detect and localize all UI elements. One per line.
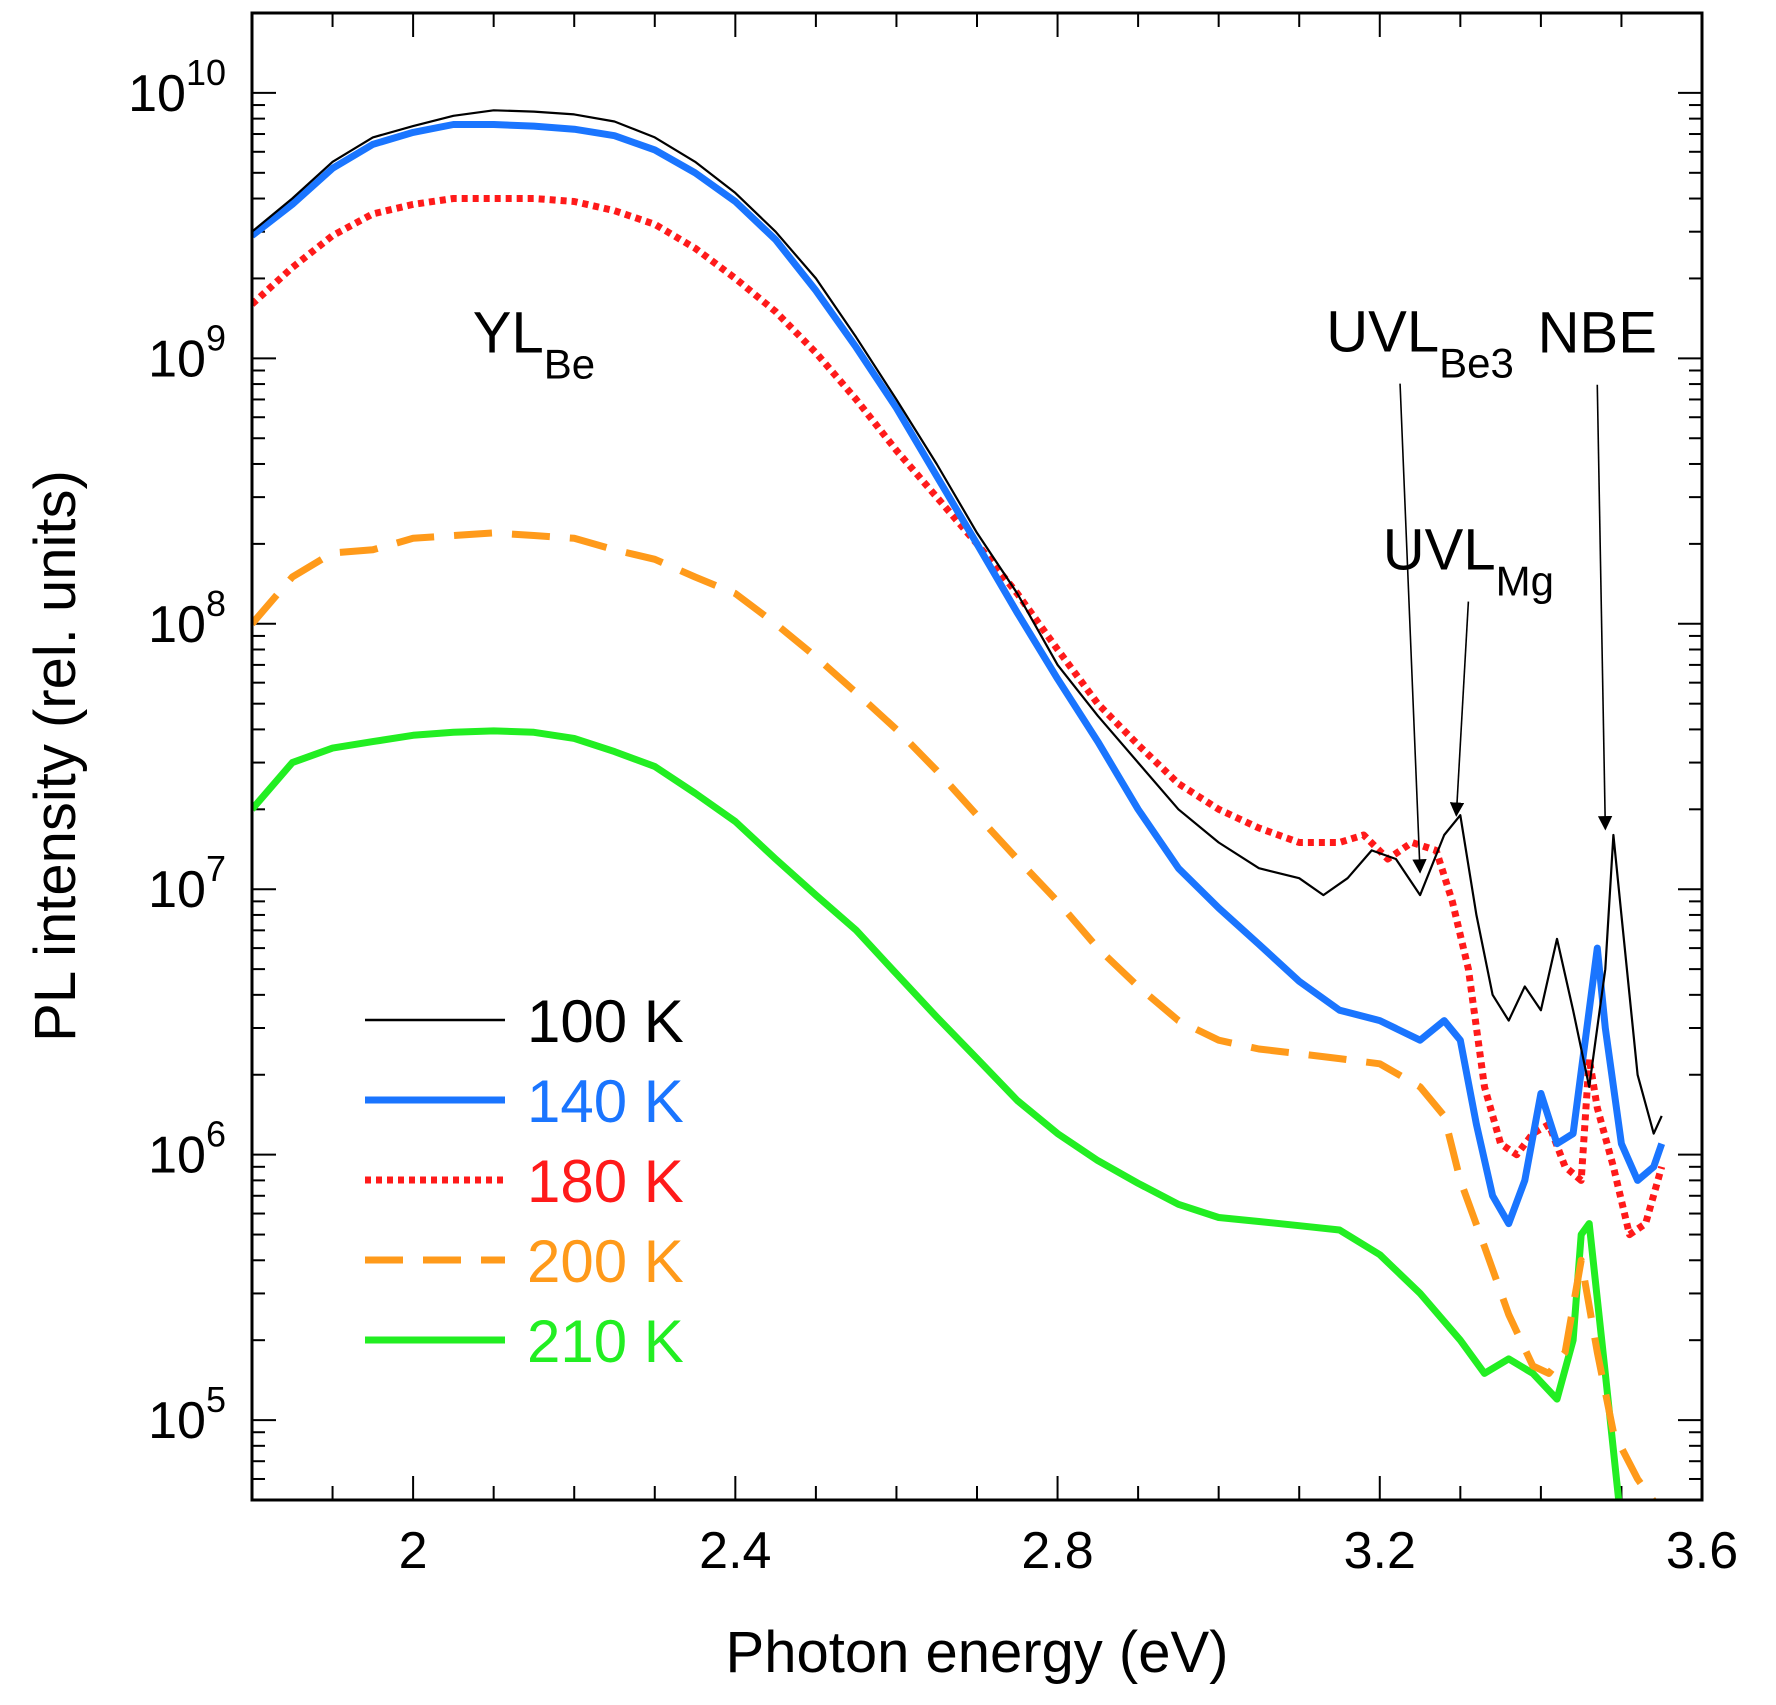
- series-line-180k: [252, 195, 1666, 1239]
- y-tick-label: 105: [148, 1379, 226, 1450]
- x-tick-label: 2.4: [699, 1522, 771, 1580]
- plot-frame: [250, 11, 1704, 1502]
- annotation-subscript: Be3: [1439, 340, 1514, 387]
- x-tick-labels: 2 2.4 2.8 3.2 3.6: [399, 1522, 1738, 1580]
- y-tick-base: 10: [148, 1392, 206, 1450]
- y-tick-exponent: 5: [206, 1379, 226, 1420]
- annotation-arrow: [1449, 601, 1470, 817]
- series-line-200k: [252, 529, 1658, 1500]
- annotation-arrow: [1596, 384, 1613, 831]
- y-tick-label: 108: [148, 583, 226, 654]
- annotation-subscript: Be: [544, 341, 595, 388]
- annotation-label: YLBe: [473, 301, 595, 388]
- y-tick-base: 10: [148, 596, 206, 654]
- y-tick-label: 109: [148, 317, 226, 388]
- series-layer: [252, 109, 1666, 1500]
- x-tick-label: 2.8: [1021, 1522, 1093, 1580]
- annotation-text: YL: [473, 301, 544, 366]
- annotation-text: NBE: [1538, 301, 1657, 366]
- y-tick-base: 10: [128, 65, 186, 123]
- axis-ticks: [252, 12, 1702, 1501]
- annotation-label: UVLMg: [1383, 518, 1554, 605]
- legend-label: 100 K: [527, 988, 684, 1055]
- annotation-text: UVL: [1383, 518, 1496, 583]
- annotation-subscript: Mg: [1496, 558, 1554, 605]
- y-tick-exponent: 7: [206, 848, 226, 889]
- y-tick-base: 10: [148, 1127, 206, 1185]
- annotation-arrow: [1399, 383, 1427, 874]
- y-tick-base: 10: [148, 330, 206, 388]
- series-line-210k: [252, 727, 1623, 1500]
- y-tick-base: 10: [148, 861, 206, 919]
- y-tick-label: 1010: [128, 52, 226, 123]
- x-tick-label: 3.2: [1344, 1522, 1416, 1580]
- annotation-label: UVLBe3: [1326, 300, 1514, 387]
- y-tick-exponent: 6: [206, 1114, 226, 1155]
- y-tick-exponent: 8: [206, 583, 226, 624]
- annotation-label: NBE: [1538, 301, 1657, 366]
- x-axis-label: Photon energy (eV): [726, 1620, 1229, 1685]
- legend-label: 210 K: [527, 1308, 684, 1375]
- legend-label: 200 K: [527, 1228, 684, 1295]
- y-tick-label: 107: [148, 848, 226, 919]
- y-tick-label: 106: [148, 1114, 226, 1185]
- series-line-140k: [252, 121, 1666, 1228]
- annotation-text: UVL: [1326, 300, 1439, 365]
- y-tick-exponent: 10: [186, 52, 226, 93]
- series-line-100k: [252, 109, 1663, 1135]
- x-tick-label: 3.6: [1666, 1522, 1738, 1580]
- legend: 100 K 140 K 180 K 200 K 210 K: [365, 988, 684, 1375]
- legend-label: 140 K: [527, 1068, 684, 1135]
- y-tick-exponent: 9: [206, 317, 226, 358]
- x-tick-label: 2: [399, 1522, 428, 1580]
- legend-label: 180 K: [527, 1148, 684, 1215]
- y-axis-label: PL intensity (rel. units): [23, 470, 88, 1042]
